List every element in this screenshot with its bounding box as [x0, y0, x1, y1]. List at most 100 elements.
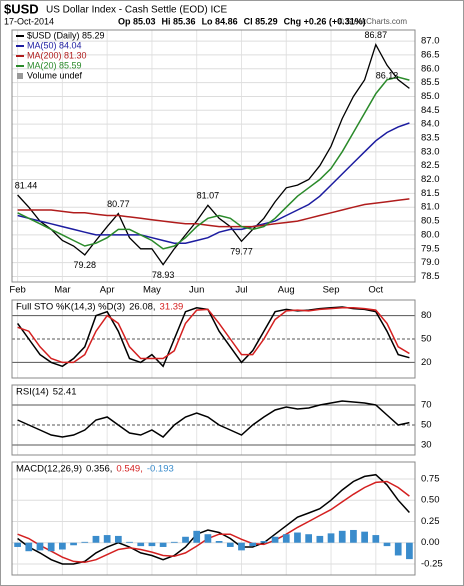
histogram-bar — [361, 531, 368, 543]
y-tick-label: 81.0 — [421, 202, 440, 213]
histogram-bar — [394, 542, 402, 556]
y-tick-label: 85.5 — [421, 77, 440, 88]
series-line — [17, 198, 410, 228]
panel-value: -0.193 — [147, 464, 174, 475]
y-tick-label: 70 — [421, 400, 432, 411]
histogram-bar — [47, 542, 55, 552]
symbol: $USD — [4, 1, 39, 16]
y-tick-label: 83.5 — [421, 133, 440, 144]
x-tick-label: Jul — [235, 285, 247, 296]
y-tick-label: 0.75 — [421, 474, 440, 485]
quote-field: Hi 85.36 — [162, 16, 196, 26]
x-tick-label: Jun — [189, 285, 204, 296]
histogram-bar — [14, 542, 21, 547]
histogram-bar — [249, 542, 257, 547]
panel-value: 31.39 — [160, 302, 184, 313]
quote-field: Lo 84.86 — [202, 16, 238, 26]
y-tick-label: 0.25 — [421, 516, 440, 527]
point-label: 78.93 — [152, 270, 175, 280]
panel-value: 26.08, — [129, 302, 155, 313]
legend-swatch — [17, 73, 23, 79]
point-label: 79.28 — [73, 260, 96, 270]
panel-frame — [11, 384, 416, 456]
histogram-bar — [159, 542, 167, 547]
panel-value: 52.41 — [53, 387, 77, 398]
panel-value: 0.549, — [116, 464, 142, 475]
point-label: 81.44 — [15, 180, 38, 190]
x-tick-label: Feb — [9, 285, 25, 296]
x-tick-label: Oct — [368, 285, 383, 296]
histogram-bar — [282, 534, 290, 543]
y-tick-label: 83.0 — [421, 146, 440, 157]
y-tick-label: 84.0 — [421, 119, 440, 130]
y-tick-label: 87.0 — [421, 36, 440, 47]
y-tick-label: 0.50 — [421, 495, 440, 506]
histogram-bar — [226, 542, 234, 547]
histogram-bar — [271, 536, 279, 543]
histogram-bar — [327, 533, 335, 543]
legend-label: MA(20) 85.59 — [27, 60, 82, 70]
x-tick-label: Mar — [54, 285, 70, 296]
panel-frame — [11, 299, 416, 379]
series-line — [17, 480, 410, 564]
y-tick-label: 86.0 — [421, 63, 440, 74]
histogram-bar — [406, 542, 413, 560]
y-tick-label: 50 — [421, 420, 432, 431]
series-line — [17, 307, 410, 364]
point-label: 80.77 — [107, 199, 130, 209]
y-tick-label: 50 — [421, 334, 432, 345]
histogram-bar — [260, 541, 268, 543]
histogram-bar — [92, 535, 100, 543]
y-tick-label: 85.0 — [421, 91, 440, 102]
histogram-bar — [182, 536, 189, 543]
y-tick-label: 82.5 — [421, 160, 440, 171]
histogram-bar — [372, 535, 380, 543]
point-label: 79.77 — [230, 247, 253, 257]
series-line — [17, 122, 410, 244]
quote-field: Chg +0.26 (+0.31%) — [284, 16, 366, 26]
y-tick-label: 79.0 — [421, 257, 440, 268]
panel-label: MACD(12,26,9) — [16, 464, 82, 475]
histogram-bar — [25, 542, 33, 552]
y-tick-label: 79.5 — [421, 243, 440, 254]
series-line — [17, 43, 410, 266]
panel-label: RSI(14) — [16, 387, 49, 398]
watermark: © StockCharts.com — [338, 17, 407, 26]
histogram-bar — [338, 530, 346, 543]
x-tick-label: May — [143, 285, 161, 296]
histogram-bar — [126, 541, 133, 543]
histogram-bar — [238, 542, 245, 551]
histogram-bar — [103, 535, 111, 543]
quote-field: Op 85.03 — [118, 16, 156, 26]
legend-label: $USD (Daily) 85.29 — [27, 30, 105, 40]
subtitle: US Dollar Index - Cash Settle (EOD) ICE — [46, 5, 227, 16]
histogram-bar — [114, 535, 122, 543]
histogram-bar — [170, 541, 178, 543]
histogram-bar — [137, 542, 145, 547]
histogram-bar — [316, 535, 324, 543]
histogram-bar — [70, 542, 77, 546]
y-tick-label: -0.25 — [421, 558, 443, 569]
y-tick-label: 81.5 — [421, 188, 440, 199]
y-tick-label: 84.5 — [421, 105, 440, 116]
legend-label: MA(200) 81.30 — [27, 50, 87, 60]
date: 17-Oct-2014 — [4, 16, 54, 26]
histogram-bar — [59, 542, 66, 550]
point-label: 86.13 — [376, 71, 399, 81]
y-tick-label: 80 — [421, 310, 432, 321]
quote-field: Cl 85.29 — [244, 16, 278, 26]
y-tick-label: 86.5 — [421, 49, 440, 60]
panel-frame — [11, 461, 416, 576]
y-tick-label: 0.00 — [421, 537, 440, 548]
histogram-bar — [193, 530, 201, 543]
series-line — [17, 76, 410, 250]
histogram-bar — [305, 534, 313, 543]
y-tick-label: 82.0 — [421, 174, 440, 185]
histogram-bar — [383, 542, 391, 547]
x-tick-label: Sep — [323, 285, 340, 296]
point-label: 81.07 — [197, 191, 220, 201]
histogram-bar — [350, 529, 357, 543]
histogram-bar — [215, 541, 223, 543]
y-tick-label: 20 — [421, 357, 432, 368]
